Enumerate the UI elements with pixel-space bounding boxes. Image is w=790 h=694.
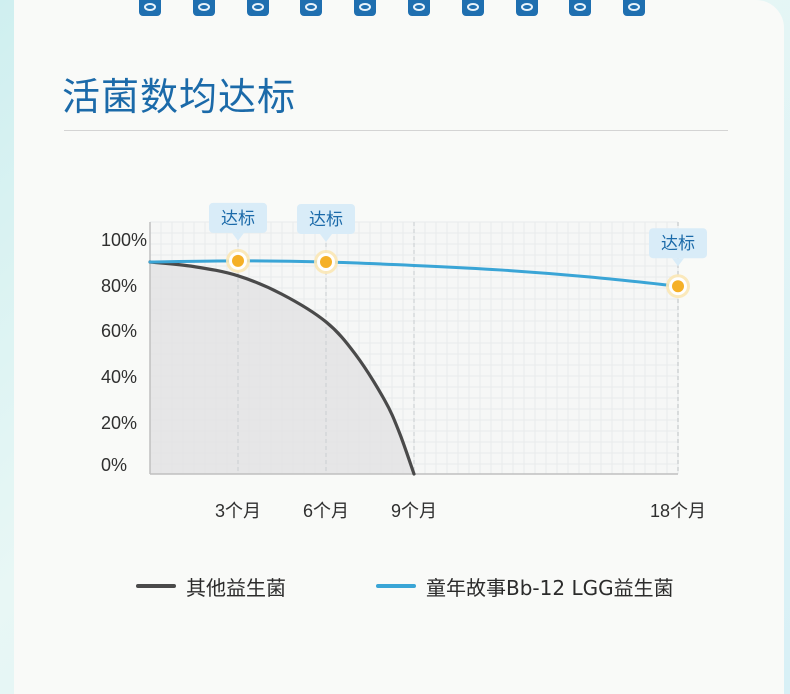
marker-dot xyxy=(320,256,332,268)
y-tick-label: 20% xyxy=(101,413,137,433)
binder-rings xyxy=(0,0,790,20)
legend-label-brand: 童年故事Bb-12 LGG益生菌 xyxy=(426,575,674,600)
y-tick-label: 100% xyxy=(101,230,147,250)
binder-ring xyxy=(300,0,323,16)
x-tick-label: 18个月 xyxy=(650,501,706,521)
y-tick-label: 80% xyxy=(101,276,137,296)
callout-pointer xyxy=(232,232,244,241)
other-series-line xyxy=(148,260,416,476)
y-tick-label: 40% xyxy=(101,367,137,387)
callout-pointer xyxy=(320,234,332,242)
x-tick-label: 9个月 xyxy=(391,501,437,521)
legend-swatch-brand xyxy=(376,584,416,588)
legend-item-brand: 童年故事Bb-12 LGG益生菌 xyxy=(376,572,674,600)
marker-dot xyxy=(232,254,244,267)
callout-label: 达标 xyxy=(309,210,343,230)
callout-bubble xyxy=(649,228,707,259)
y-tick-label: 60% xyxy=(101,321,137,341)
callout-bubble xyxy=(297,204,355,234)
x-tick-label: 3个月 xyxy=(215,501,261,521)
callout-label: 达标 xyxy=(661,234,695,254)
binder-ring xyxy=(623,0,646,16)
chart-area-fill xyxy=(150,262,414,474)
callout-bubble xyxy=(209,202,267,233)
binder-ring xyxy=(461,0,484,16)
binder-ring xyxy=(408,0,430,16)
chart-markers xyxy=(226,248,690,299)
binder-ring xyxy=(246,0,269,16)
x-tick-label: 6个月 xyxy=(303,501,349,521)
callout-pointer xyxy=(672,258,684,267)
binder-ring xyxy=(139,0,161,16)
y-tick-label: 0% xyxy=(101,455,127,475)
binder-ring xyxy=(569,0,592,16)
other-series-area xyxy=(150,262,414,474)
title-divider xyxy=(64,130,728,131)
binder-ring xyxy=(354,0,377,16)
legend-item-other: 其他益生菌 xyxy=(136,572,286,600)
callout-label: 达标 xyxy=(221,209,255,229)
binder-ring xyxy=(192,0,215,16)
legend-label-other: 其他益生菌 xyxy=(186,575,286,600)
legend-swatch-other xyxy=(136,584,176,588)
binder-ring xyxy=(515,0,538,16)
marker-dot xyxy=(672,280,684,293)
page-title: 活菌数均达标 xyxy=(62,75,297,119)
